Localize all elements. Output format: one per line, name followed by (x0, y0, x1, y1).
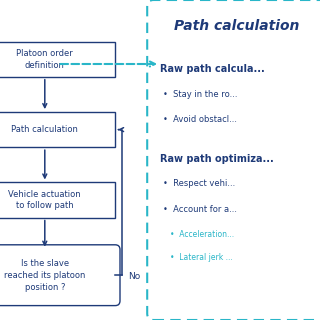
Text: •  Avoid obstacl...: • Avoid obstacl... (163, 115, 237, 124)
Text: •  Account for a...: • Account for a... (163, 205, 237, 214)
Text: Is the slave
reached its platoon
position ?: Is the slave reached its platoon positio… (4, 259, 85, 292)
Text: Platoon order
definition: Platoon order definition (16, 49, 73, 69)
FancyBboxPatch shape (0, 42, 115, 77)
Text: •  Lateral jerk ...: • Lateral jerk ... (170, 253, 232, 262)
FancyBboxPatch shape (0, 112, 115, 147)
Text: Vehicle actuation
to follow path: Vehicle actuation to follow path (9, 189, 81, 211)
FancyBboxPatch shape (0, 245, 120, 306)
Text: Raw path optimiza...: Raw path optimiza... (160, 154, 274, 164)
Text: Path calculation: Path calculation (12, 125, 78, 134)
FancyBboxPatch shape (0, 182, 115, 218)
Text: Raw path calcula...: Raw path calcula... (160, 64, 265, 74)
Text: Path calculation: Path calculation (174, 19, 300, 33)
Text: •  Respect vehi...: • Respect vehi... (163, 179, 236, 188)
Text: •  Acceleration...: • Acceleration... (170, 230, 234, 239)
Text: •  Stay in the ro...: • Stay in the ro... (163, 90, 238, 99)
FancyBboxPatch shape (147, 0, 320, 320)
Text: No: No (128, 272, 140, 281)
